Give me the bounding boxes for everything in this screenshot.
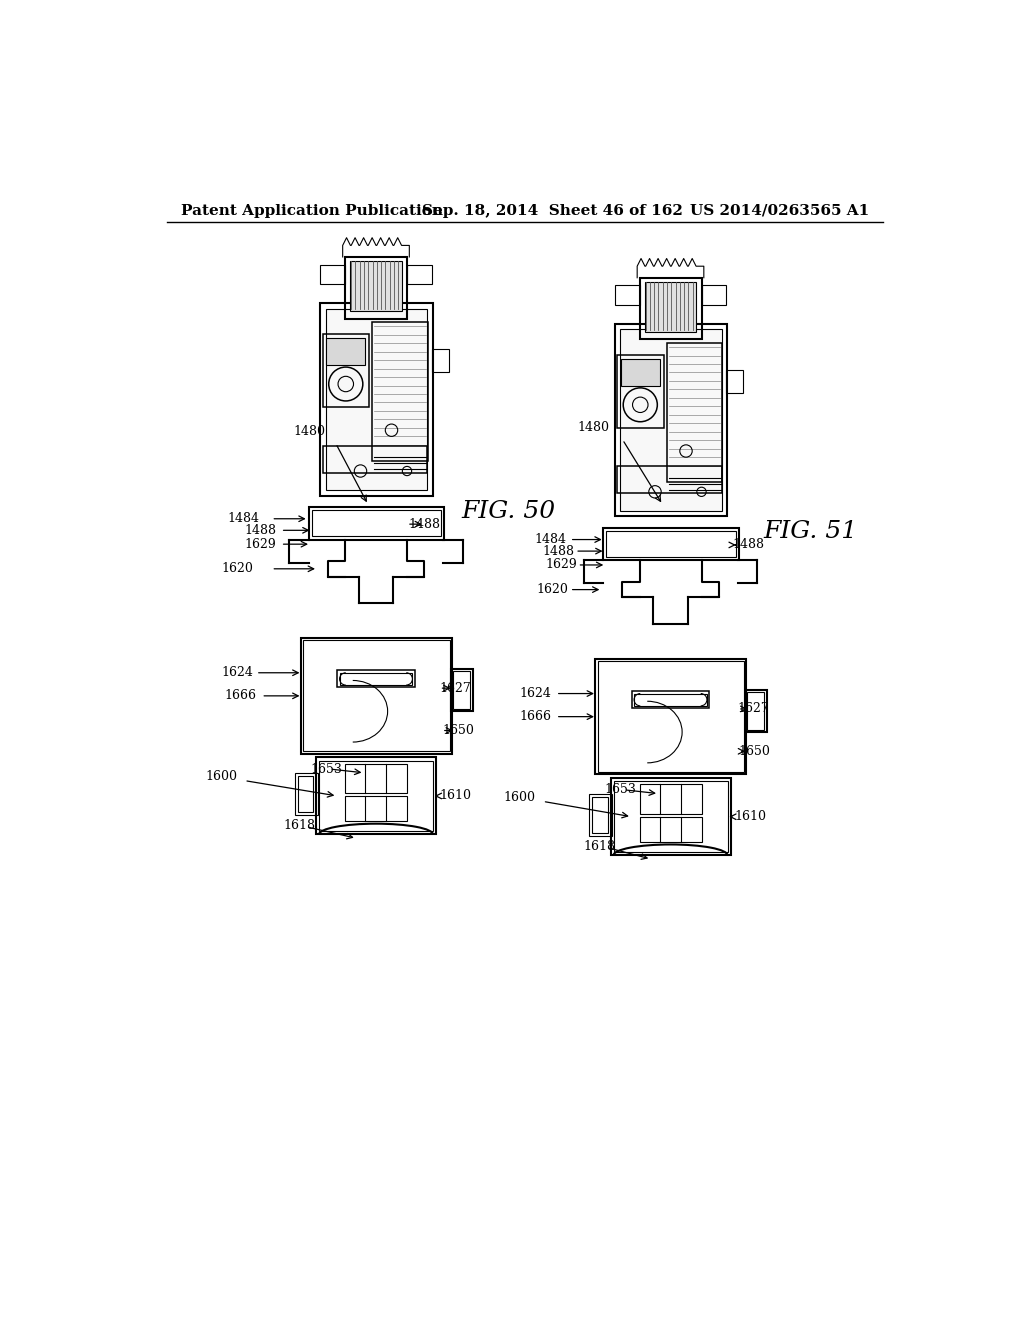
- Bar: [614, 323, 727, 516]
- Bar: [345, 763, 407, 793]
- Bar: [316, 758, 436, 834]
- Bar: [345, 257, 407, 318]
- Text: 1650: 1650: [738, 744, 771, 758]
- Bar: [611, 779, 731, 855]
- Bar: [303, 640, 450, 751]
- Bar: [326, 309, 427, 490]
- Bar: [748, 692, 764, 730]
- Bar: [340, 673, 413, 685]
- Bar: [634, 693, 707, 706]
- Text: Patent Application Publication: Patent Application Publication: [180, 203, 442, 218]
- Text: 1627: 1627: [738, 702, 770, 715]
- Bar: [323, 446, 427, 473]
- Text: 1629: 1629: [545, 558, 577, 572]
- Bar: [640, 817, 701, 842]
- Bar: [337, 671, 415, 688]
- Bar: [617, 355, 664, 428]
- Text: 1624: 1624: [221, 667, 253, 680]
- Bar: [614, 285, 640, 305]
- Text: 1627: 1627: [439, 681, 471, 694]
- Text: 1600: 1600: [206, 770, 238, 783]
- Bar: [726, 370, 743, 393]
- Bar: [345, 796, 407, 821]
- Bar: [298, 776, 313, 812]
- Text: 1666: 1666: [225, 689, 257, 702]
- Bar: [323, 334, 369, 407]
- Text: FIG. 50: FIG. 50: [461, 499, 555, 523]
- Bar: [453, 671, 470, 709]
- Bar: [595, 659, 746, 775]
- Text: 1480: 1480: [293, 425, 325, 438]
- Text: 1618: 1618: [283, 818, 315, 832]
- Text: Sep. 18, 2014  Sheet 46 of 162: Sep. 18, 2014 Sheet 46 of 162: [423, 203, 683, 218]
- Bar: [614, 781, 728, 853]
- Text: FIG. 51: FIG. 51: [764, 520, 858, 544]
- Bar: [606, 531, 735, 557]
- Bar: [311, 511, 441, 536]
- Text: 1488: 1488: [409, 517, 440, 531]
- Text: 1618: 1618: [584, 840, 615, 853]
- Bar: [667, 343, 722, 482]
- Text: 1653: 1653: [310, 763, 342, 776]
- Text: 1620: 1620: [221, 562, 253, 576]
- Bar: [701, 285, 726, 305]
- Text: 1624: 1624: [519, 686, 551, 700]
- Text: 1488: 1488: [543, 545, 574, 557]
- Bar: [640, 277, 701, 339]
- Bar: [301, 638, 452, 754]
- Bar: [407, 264, 432, 284]
- Bar: [321, 304, 432, 496]
- Bar: [640, 784, 701, 813]
- Bar: [350, 261, 401, 312]
- Text: 1484: 1484: [227, 512, 259, 525]
- Text: 1629: 1629: [245, 537, 276, 550]
- Text: 1480: 1480: [578, 421, 609, 434]
- Text: 1484: 1484: [535, 533, 567, 546]
- Text: 1666: 1666: [519, 710, 551, 723]
- Bar: [603, 528, 738, 560]
- Text: 1653: 1653: [604, 783, 637, 796]
- Text: 1650: 1650: [442, 723, 474, 737]
- Bar: [592, 797, 607, 833]
- Bar: [589, 793, 612, 836]
- Bar: [632, 692, 710, 708]
- Bar: [295, 774, 317, 816]
- Bar: [621, 330, 722, 511]
- Text: 1488: 1488: [732, 539, 765, 552]
- Text: 1620: 1620: [537, 583, 568, 597]
- Bar: [372, 322, 428, 461]
- Bar: [327, 338, 366, 364]
- Text: 1600: 1600: [504, 791, 536, 804]
- Bar: [308, 507, 444, 540]
- Bar: [621, 359, 659, 385]
- Text: 1488: 1488: [245, 524, 276, 537]
- Text: US 2014/0263565 A1: US 2014/0263565 A1: [690, 203, 869, 218]
- Bar: [745, 689, 767, 733]
- Bar: [452, 669, 473, 711]
- Bar: [321, 264, 345, 284]
- Bar: [598, 661, 744, 772]
- Bar: [432, 350, 449, 372]
- Text: 1610: 1610: [735, 810, 767, 824]
- Bar: [319, 760, 433, 832]
- Bar: [645, 281, 696, 331]
- Bar: [617, 466, 722, 494]
- Text: 1610: 1610: [439, 789, 471, 803]
